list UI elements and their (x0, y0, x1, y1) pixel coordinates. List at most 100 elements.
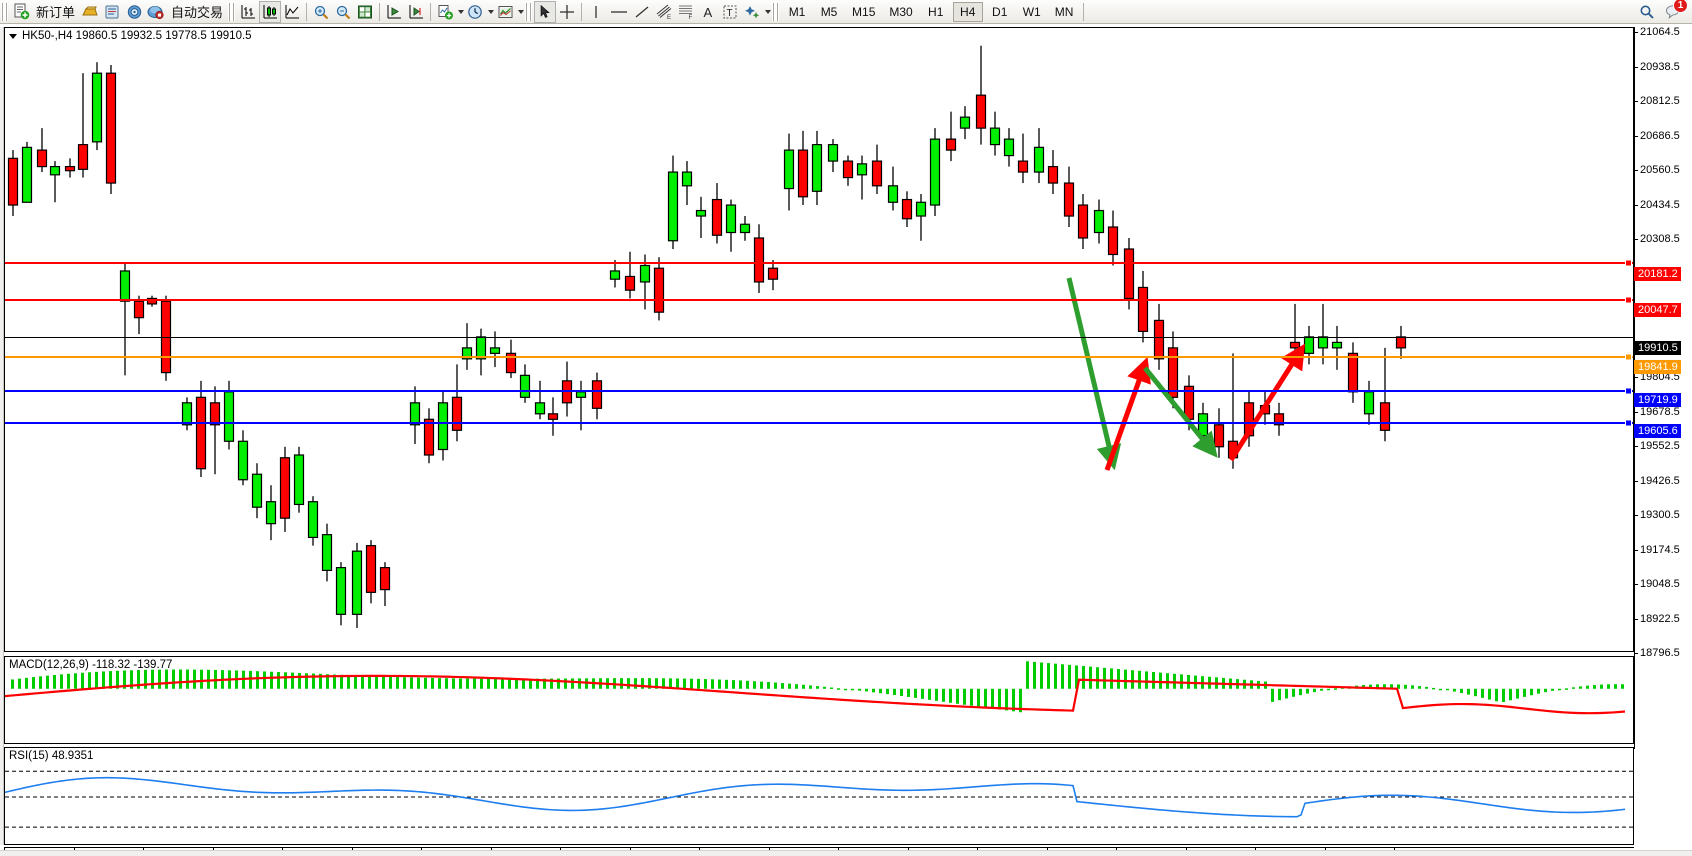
horizontal-line-icon[interactable] (607, 1, 631, 23)
crosshair-icon[interactable] (556, 1, 578, 23)
level-line-support-1[interactable] (5, 390, 1633, 392)
chart-shift-icon[interactable] (383, 1, 405, 23)
price-label-support-2[interactable]: 19605.6 (1634, 424, 1681, 439)
level-line-pivot[interactable] (5, 356, 1633, 358)
toolbar-separator-2 (379, 2, 381, 21)
price-label-support-1[interactable]: 19719.9 (1634, 393, 1681, 408)
level-handle-resistance-2[interactable] (1625, 296, 1632, 304)
level-handle-support-1[interactable] (1625, 387, 1632, 395)
level-handle-support-2[interactable] (1625, 419, 1632, 427)
periods-icon[interactable] (464, 1, 486, 23)
bar-chart-icon[interactable] (237, 1, 259, 23)
tile-windows-icon[interactable] (354, 1, 376, 23)
toolbar-separator (306, 2, 308, 21)
rsi-pane[interactable]: RSI(15) 48.9351 (4, 747, 1634, 845)
level-line-current-price (5, 337, 1633, 338)
vertical-line-icon[interactable] (585, 1, 607, 23)
timeframe-m15[interactable]: M15 (852, 4, 876, 19)
price-tick: 18922.5 (1634, 613, 1680, 625)
indicators-icon[interactable] (434, 1, 456, 23)
svg-text:T: T (727, 8, 733, 19)
auto-scroll-icon[interactable] (405, 1, 427, 23)
timeframe-h4[interactable]: H4 (952, 1, 983, 22)
price-tick: 21064.5 (1634, 26, 1680, 38)
price-tick: 18796.5 (1634, 647, 1680, 659)
cursor-icon[interactable] (534, 0, 557, 23)
price-tick: 19048.5 (1634, 578, 1680, 590)
price-chart-pane[interactable]: HK50-,H4 19860.5 19932.5 19778.5 19910.5 (4, 27, 1634, 652)
objects-icon[interactable] (741, 1, 763, 23)
new-order-icon[interactable] (10, 1, 32, 23)
zoom-out-icon[interactable] (332, 1, 354, 23)
chart-title-text: HK50-,H4 19860.5 19932.5 19778.5 19910.5 (22, 30, 252, 42)
zoom-in-icon[interactable] (310, 1, 332, 23)
toolbar-grip-3[interactable] (525, 2, 533, 21)
market-watch-icon[interactable] (101, 1, 123, 23)
svg-text:E: E (667, 15, 671, 20)
price-tick: 20434.5 (1634, 199, 1680, 211)
chevron-down-icon[interactable] (9, 33, 17, 39)
rsi-label: RSI(15) 48.9351 (9, 750, 94, 762)
price-label-current-price[interactable]: 19910.5 (1634, 340, 1681, 355)
trendline-icon[interactable] (631, 1, 653, 23)
timeframe-m5[interactable]: M5 (820, 4, 838, 19)
macd-series (5, 661, 1626, 715)
timeframe-w1[interactable]: W1 (1022, 4, 1041, 19)
objects-dropdown-caret[interactable] (765, 9, 772, 14)
price-tick: 20938.5 (1634, 61, 1680, 73)
periods-dropdown-caret[interactable] (488, 9, 495, 14)
gold-bar-icon[interactable] (79, 1, 101, 23)
price-tick: 20560.5 (1634, 164, 1680, 176)
price-scale[interactable]: 21064.5 20938.5 20812.5 20686.5 20560.5 20434… (1634, 26, 1692, 845)
toolbar-grip[interactable] (1, 2, 8, 21)
search-icon[interactable] (1636, 1, 1658, 23)
new-order-label[interactable]: 新订单 (36, 5, 76, 20)
templates-icon[interactable] (494, 1, 516, 23)
price-tick: 20308.5 (1634, 233, 1680, 245)
price-tick: 20686.5 (1634, 130, 1680, 142)
fibonacci-icon[interactable]: F (675, 1, 697, 23)
timeframe-m30[interactable]: M30 (889, 4, 913, 19)
notification-badge: 1 (1673, 0, 1688, 13)
notifications-icon[interactable]: 1 (1662, 0, 1688, 23)
signals-icon[interactable] (123, 1, 145, 23)
timeframe-mn[interactable]: MN (1054, 4, 1074, 19)
price-tick: 19678.5 (1634, 406, 1680, 418)
level-line-support-2[interactable] (5, 422, 1633, 424)
text-label-icon[interactable]: T (719, 1, 741, 23)
equidistant-channel-icon[interactable]: E (653, 1, 675, 23)
toolbar-grip-2[interactable] (228, 2, 236, 21)
text-icon[interactable]: A (697, 1, 719, 23)
line-chart-icon[interactable] (281, 1, 303, 23)
vertical-scrollbar[interactable] (0, 27, 4, 845)
level-line-resistance-2[interactable] (5, 299, 1633, 301)
toolbar-separator-5 (1083, 2, 1085, 21)
chart-workspace: HK50-,H4 19860.5 19932.5 19778.5 19910.5… (0, 24, 1692, 856)
rsi-series (5, 770, 1633, 828)
candlestick-chart-icon[interactable] (259, 0, 282, 23)
chart-title: HK50-,H4 19860.5 19932.5 19778.5 19910.5 (9, 30, 252, 42)
price-axis-line (1634, 27, 1635, 749)
status-bar (0, 850, 1692, 856)
price-label-resistance-1[interactable]: 20181.2 (1634, 266, 1681, 281)
autotrading-label[interactable]: 自动交易 (171, 5, 224, 20)
macd-pane[interactable]: MACD(12,26,9) -118.32 -139.77 (4, 656, 1634, 744)
level-line-resistance-1[interactable] (5, 262, 1633, 264)
timeframe-d1[interactable]: D1 (992, 4, 1008, 19)
level-handle-pivot[interactable] (1625, 353, 1632, 361)
templates-dropdown-caret[interactable] (518, 9, 525, 14)
price-tick: 19552.5 (1634, 440, 1680, 452)
price-label-pivot[interactable]: 19841.9 (1634, 359, 1681, 374)
main-toolbar: 新订单 (0, 0, 1692, 24)
autotrading-icon[interactable] (145, 1, 167, 23)
candlestick-series (7, 45, 1407, 629)
timeframe-m1[interactable]: M1 (788, 4, 806, 19)
toolbar-grip-4[interactable] (772, 2, 780, 21)
timeframe-h1[interactable]: H1 (928, 4, 944, 19)
price-tick: 19804.5 (1634, 371, 1680, 383)
price-label-resistance-2[interactable]: 20047.7 (1634, 303, 1681, 318)
indicators-dropdown-caret[interactable] (458, 9, 465, 14)
level-handle-resistance-1[interactable] (1625, 259, 1632, 267)
macd-label: MACD(12,26,9) -118.32 -139.77 (9, 659, 173, 671)
